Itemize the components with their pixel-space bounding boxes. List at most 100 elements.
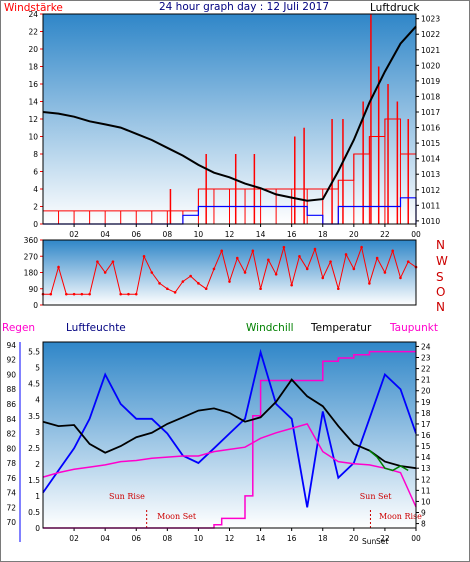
wind-pressure-x-tick-label: 16 [287, 230, 297, 239]
humidity-y-tick-label: 78 [6, 459, 16, 468]
taupunkt-label: Taupunkt [389, 322, 438, 334]
x-extra-label-set: Set [376, 537, 388, 546]
wind-direction-point [391, 249, 394, 253]
temperature-humidity-x-tick-label: 18 [318, 534, 328, 543]
wind-direction-point [88, 292, 91, 296]
temperature-y-tick-label: 8 [421, 520, 426, 529]
pressure-y-tick-label: 1018 [421, 92, 440, 101]
wind-direction-point [259, 287, 262, 291]
temperature-humidity-x-tick-label: 06 [131, 534, 141, 543]
wind-pressure-x-tick-label: 14 [256, 230, 266, 239]
wind-direction-point [267, 258, 270, 262]
temperature-humidity-border [42, 341, 417, 529]
rain-y-tick-label: 3.5 [28, 412, 40, 421]
wind-direction-point [80, 292, 84, 296]
pressure-y-tick-label: 1013 [421, 170, 440, 179]
temperature-y-tick-label: 12 [421, 475, 431, 484]
humidity-y-tick-label: 90 [6, 370, 16, 379]
pressure-y-tick-label: 1012 [421, 186, 440, 195]
temperature-humidity-x-tick-label: 08 [163, 534, 173, 543]
wind-direction-point [134, 292, 138, 296]
wind-direction-point [111, 260, 115, 263]
wind-y-tick-label: 24 [28, 10, 38, 19]
wind-pressure-x-tick-label: 20 [349, 230, 359, 239]
temperature-humidity-x-tick-label: 22 [380, 534, 390, 543]
temperatur-label: Temperatur [310, 322, 372, 334]
wind-direction-point [127, 292, 130, 296]
wind-y-tick-label: 14 [28, 98, 38, 107]
wind-y-tick-label: 18 [28, 63, 38, 72]
pressure-y-tick-label: 1014 [421, 155, 440, 164]
wind-y-tick-label: 10 [28, 133, 38, 142]
wind-y-tick-label: 0 [33, 220, 38, 229]
direction-y-tick-label: 90 [28, 285, 38, 294]
pressure-y-tick-label: 1020 [421, 61, 440, 70]
temperature-y-tick-label: 9 [421, 509, 426, 518]
wind-direction-point [150, 271, 154, 274]
wind-direction-point [96, 260, 99, 263]
windchill-label: Windchill [246, 322, 294, 334]
temperature-y-tick-label: 18 [421, 409, 431, 418]
wind-direction-point [375, 256, 379, 260]
pressure-y-tick-label: 1021 [421, 46, 440, 55]
temperature-humidity-x-tick-label: 14 [256, 534, 266, 543]
temperature-y-tick-label: 15 [421, 442, 431, 451]
pressure-y-tick-label: 1015 [421, 139, 440, 148]
humidity-y-tick-label: 80 [6, 444, 16, 453]
pressure-line [42, 25, 417, 202]
wind-y-tick-label: 22 [28, 28, 38, 37]
wind-direction-point [352, 267, 356, 271]
rain-y-tick-label: 5 [35, 364, 40, 373]
pressure-y-tick-label: 1016 [421, 124, 440, 133]
temperature-humidity-panel: 0 0.5 1 1.5 2 2.5 3 3.5 4 4.5 5 5.5 70 72 74 76 78 80 82 84… [6, 341, 430, 543]
wind-direction-point [103, 271, 107, 274]
temperature-y-tick-label: 16 [421, 431, 431, 440]
wind-direction-point [360, 245, 363, 249]
wind-pressure-x-tick-label: 08 [163, 230, 173, 239]
temperature-y-tick-label: 21 [421, 376, 431, 385]
direction-label-w: W [436, 254, 448, 268]
luftdruck-label: Luftdruck [370, 2, 420, 14]
wind-direction-point [166, 287, 169, 291]
wind-direction-point [57, 265, 60, 269]
wind-y-tick-label: 12 [28, 115, 38, 124]
wind-direction-point [383, 271, 387, 274]
pressure-y-tick-label: 1023 [421, 15, 440, 24]
humidity-line [42, 348, 417, 508]
luftfeuchte-label: Luftfeuchte [66, 322, 126, 334]
wind-y-tick-label: 4 [33, 185, 38, 194]
wind-direction-point [65, 292, 68, 296]
wind-direction-point [142, 254, 146, 258]
wind-direction-point [158, 282, 161, 285]
wind-y-tick-label: 20 [28, 45, 38, 54]
wind-direction-point [329, 260, 332, 263]
wind-direction-point [204, 287, 208, 291]
wind-direction-point [173, 291, 177, 294]
humidity-y-tick-label: 88 [6, 385, 16, 394]
temperature-y-tick-label: 24 [421, 342, 431, 351]
wind-direction-point [313, 247, 317, 251]
temperature-humidity-x-tick-label: 12 [225, 534, 235, 543]
wind-y-tick-label: 8 [33, 150, 38, 159]
humidity-y-tick-label: 76 [6, 474, 16, 483]
wind-direction-point [49, 292, 53, 296]
wind-y-tick-label: 2 [33, 203, 38, 212]
rain-y-tick-label: 0 [35, 524, 40, 533]
wind-pressure-x-tick-label: 12 [225, 230, 235, 239]
rain-y-tick-label: 1 [35, 492, 40, 501]
wind-pressure-x-tick-label: 06 [131, 230, 141, 239]
wind-direction-point [321, 276, 325, 280]
temperature-humidity-x-tick-label: 00 [411, 534, 421, 543]
rain-y-tick-label: 2.5 [28, 444, 40, 453]
temperature-humidity-x-tick-label: 10 [194, 534, 204, 543]
direction-y-tick-label: 0 [33, 301, 38, 310]
wind-direction-point [119, 292, 123, 296]
pressure-y-tick-label: 1010 [421, 217, 440, 226]
wind-direction-point [235, 256, 239, 260]
direction-label-n-bottom: N [436, 300, 445, 314]
humidity-y-tick-label: 86 [6, 400, 16, 409]
wind-direction-plot-area [43, 240, 416, 305]
direction-y-tick-label: 360 [24, 236, 39, 245]
humidity-y-tick-label: 94 [6, 341, 16, 350]
